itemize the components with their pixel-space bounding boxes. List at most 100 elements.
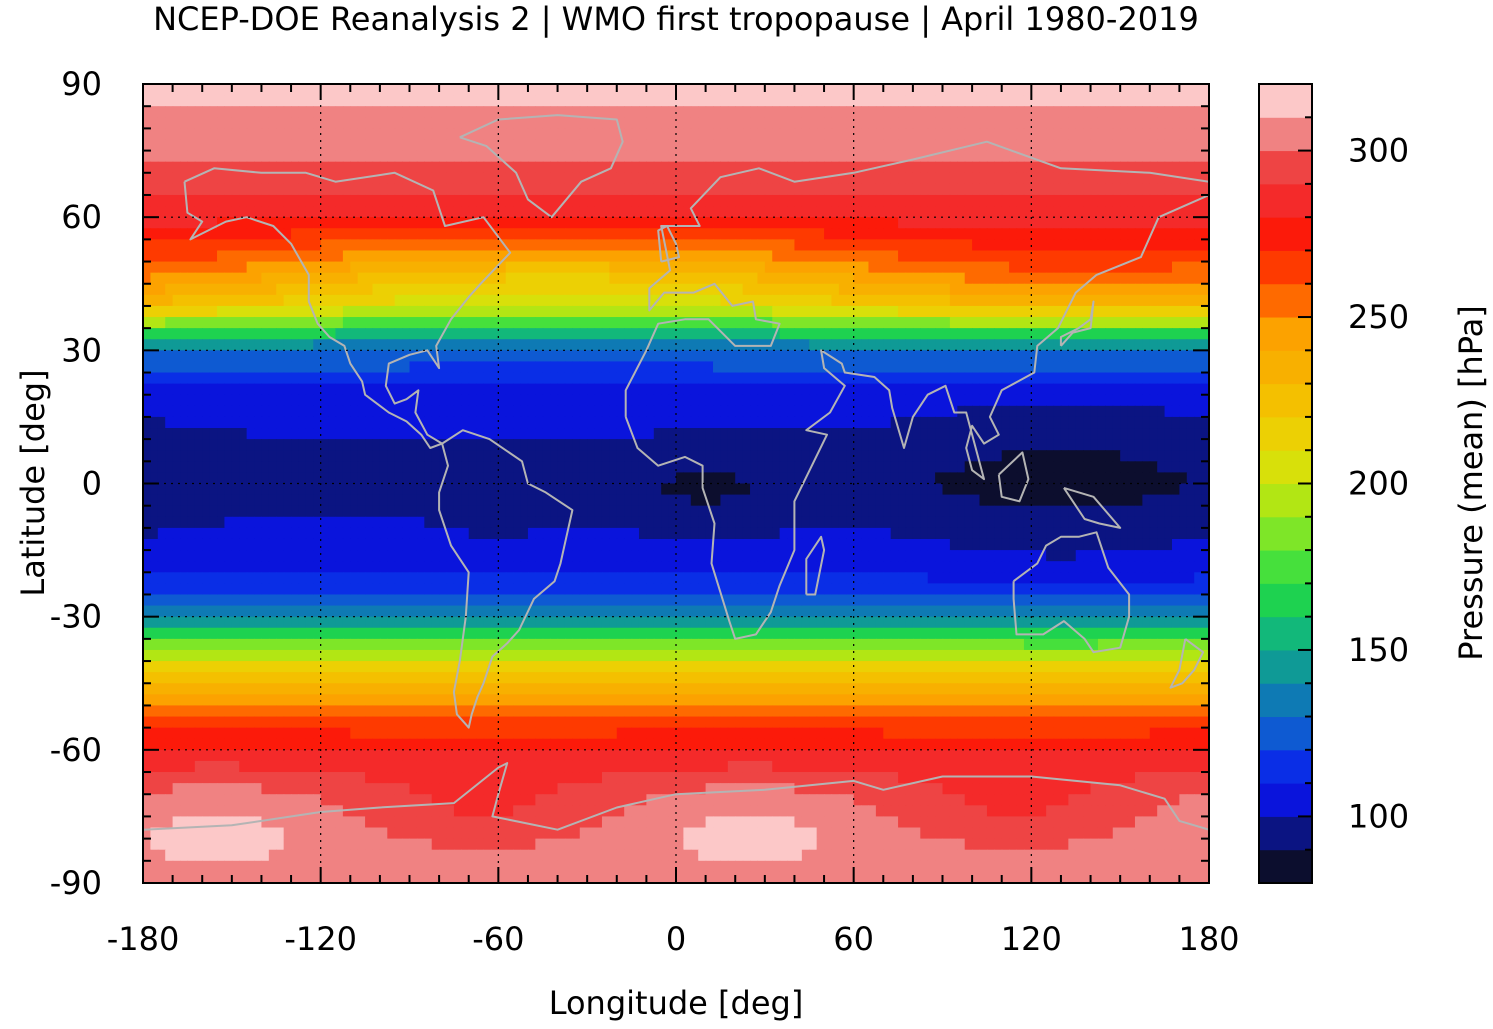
heatmap-cell (394, 394, 403, 407)
heatmap-cell (986, 372, 995, 385)
heatmap-cell (1171, 405, 1180, 418)
heatmap-cell (224, 161, 233, 174)
heatmap-cell (1194, 439, 1203, 451)
heatmap-cell (394, 206, 403, 218)
heatmap-cell (1112, 439, 1121, 451)
heatmap-cell (1171, 283, 1180, 296)
heatmap-cell (498, 228, 507, 240)
heatmap-cell (409, 272, 418, 285)
heatmap-cell (764, 350, 773, 363)
heatmap-cell (416, 317, 425, 329)
heatmap-cell (1083, 250, 1092, 263)
heatmap-cell (949, 272, 958, 285)
heatmap-cell (949, 150, 958, 163)
heatmap-cell (439, 272, 448, 285)
heatmap-cell (394, 450, 403, 462)
heatmap-cell (572, 150, 581, 163)
heatmap-cell (942, 250, 951, 263)
heatmap-cell (794, 106, 803, 118)
heatmap-cell (1053, 394, 1062, 407)
heatmap-cell (357, 261, 366, 274)
heatmap-cell (476, 361, 485, 374)
heatmap-cell (779, 305, 788, 318)
heatmap-cell (535, 239, 544, 252)
heatmap-cell (202, 95, 211, 107)
heatmap-cell (912, 172, 921, 185)
heatmap-cell (194, 217, 203, 229)
heatmap-cell (846, 217, 855, 229)
heatmap-cell (1179, 339, 1188, 351)
heatmap-cell (994, 239, 1003, 252)
heatmap-cell (779, 361, 788, 374)
heatmap-cell (291, 183, 300, 196)
heatmap-cell (143, 239, 151, 252)
heatmap-cell (1075, 305, 1084, 318)
heatmap-cell (476, 372, 485, 385)
heatmap-cell (631, 117, 640, 129)
heatmap-cell (720, 305, 729, 318)
heatmap-cell (1149, 272, 1158, 285)
heatmap-cell (720, 128, 729, 141)
heatmap-cell (335, 428, 344, 440)
heatmap-cell (964, 428, 973, 440)
heatmap-cell (224, 428, 233, 440)
heatmap-cell (1031, 328, 1040, 340)
heatmap-cell (846, 383, 855, 396)
heatmap-cell (772, 183, 781, 196)
heatmap-cell (1112, 106, 1121, 118)
heatmap-cell (239, 84, 248, 96)
heatmap-cell (431, 405, 440, 418)
heatmap-cell (890, 294, 899, 307)
heatmap-cell (861, 350, 870, 363)
heatmap-cell (905, 206, 914, 218)
heatmap-cell (520, 416, 529, 429)
heatmap-cell (1112, 250, 1121, 263)
heatmap-cell (676, 84, 684, 96)
heatmap-cell (550, 161, 559, 174)
heatmap-cell (564, 317, 573, 329)
heatmap-cell (557, 372, 566, 385)
heatmap-cell (720, 416, 729, 429)
heatmap-cell (794, 183, 803, 196)
heatmap-cell (720, 217, 729, 229)
heatmap-cell (550, 250, 559, 263)
heatmap-cell (379, 361, 388, 374)
heatmap-cell (246, 139, 255, 152)
heatmap-cell (905, 106, 914, 118)
heatmap-cell (283, 217, 292, 229)
heatmap-cell (713, 272, 722, 285)
heatmap-cell (750, 328, 759, 340)
heatmap-cell (557, 95, 566, 107)
heatmap-cell (690, 106, 699, 118)
heatmap-cell (631, 84, 640, 96)
heatmap-cell (1031, 317, 1040, 329)
heatmap-cell (787, 172, 796, 185)
heatmap-cell (416, 150, 425, 163)
heatmap-cell (875, 372, 884, 385)
heatmap-cell (446, 95, 455, 107)
heatmap-cell (431, 272, 440, 285)
heatmap-cell (661, 294, 670, 307)
heatmap-cell (1112, 416, 1121, 429)
heatmap-cell (150, 461, 159, 474)
heatmap-cell (342, 428, 351, 440)
heatmap-cell (520, 350, 529, 363)
heatmap-cell (239, 117, 248, 129)
heatmap-cell (505, 350, 514, 363)
heatmap-cell (572, 217, 581, 229)
heatmap-cell (868, 194, 877, 207)
heatmap-cell (846, 283, 855, 296)
heatmap-cell (283, 250, 292, 263)
heatmap-cell (572, 228, 581, 240)
heatmap-cell (217, 183, 226, 196)
heatmap-cell (875, 394, 884, 407)
heatmap-cell (335, 217, 344, 229)
heatmap-cell (846, 305, 855, 318)
heatmap-cell (202, 261, 211, 274)
heatmap-cell (305, 461, 314, 474)
heatmap-cell (757, 161, 766, 174)
heatmap-cell (231, 383, 240, 396)
heatmap-cell (713, 194, 722, 207)
heatmap-cell (1171, 95, 1180, 107)
heatmap-cell (972, 206, 981, 218)
